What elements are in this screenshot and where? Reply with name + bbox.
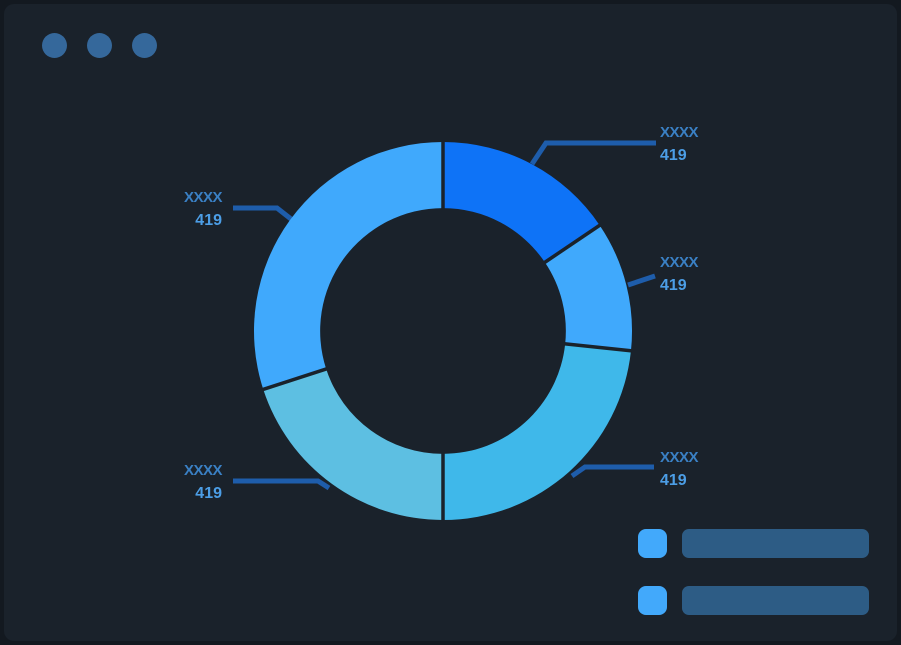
segment-5-value: 419 — [195, 212, 222, 229]
segment-4-name: XXXX — [183, 462, 223, 479]
segment-1-label: XXXX 419 — [660, 124, 699, 164]
window-controls — [42, 33, 157, 58]
callout-line-1 — [529, 140, 656, 166]
segment-separator — [563, 341, 633, 353]
window-control-dot-2[interactable] — [87, 33, 112, 58]
donut-segment-3[interactable] — [443, 343, 631, 520]
legend-swatch-2 — [638, 586, 667, 615]
donut-segment-5[interactable] — [253, 142, 443, 390]
legend-item-1[interactable] — [638, 529, 869, 558]
segment-separator — [261, 366, 328, 392]
callout-line-4 — [233, 478, 331, 491]
legend-label-bar-2 — [682, 586, 869, 615]
chart-legend — [638, 529, 869, 615]
segment-5-label: XXXX 419 — [183, 189, 223, 229]
donut-segment-4[interactable] — [263, 368, 443, 520]
donut-segment-1[interactable] — [443, 142, 600, 263]
callout-line-3 — [570, 464, 654, 479]
segment-2-label: XXXX 419 — [660, 254, 699, 294]
segment-separator — [543, 223, 602, 265]
callout-line-2 — [627, 273, 656, 288]
segment-4-value: 419 — [195, 485, 222, 502]
callout-lines — [233, 140, 656, 491]
segment-5-name: XXXX — [183, 189, 223, 206]
segment-2-name: XXXX — [660, 254, 699, 271]
window-control-dot-1[interactable] — [42, 33, 67, 58]
donut-segment-2[interactable] — [544, 225, 633, 351]
segment-1-name: XXXX — [660, 124, 699, 141]
callout-line-5 — [233, 205, 293, 221]
legend-swatch-1 — [638, 529, 667, 558]
legend-item-2[interactable] — [638, 586, 869, 615]
segment-2-value: 419 — [660, 277, 687, 294]
segment-4-label: XXXX 419 — [183, 462, 223, 502]
segment-3-name: XXXX — [660, 449, 699, 466]
legend-label-bar-1 — [682, 529, 869, 558]
segment-3-label: XXXX 419 — [660, 449, 699, 489]
segment-3-value: 419 — [660, 472, 687, 489]
donut-chart — [253, 141, 633, 521]
window-control-dot-3[interactable] — [132, 33, 157, 58]
segment-1-value: 419 — [660, 147, 687, 164]
